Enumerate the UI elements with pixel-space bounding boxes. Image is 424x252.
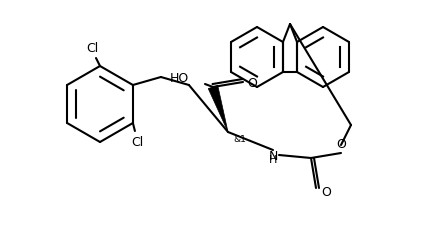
Text: &1: &1 [233,135,246,143]
Text: HO: HO [170,71,189,84]
Text: O: O [247,76,257,89]
Text: O: O [336,137,346,150]
Text: H: H [269,154,277,164]
Text: N: N [268,150,278,163]
Text: Cl: Cl [131,136,143,148]
Text: Cl: Cl [86,42,98,55]
Text: O: O [321,185,331,198]
Polygon shape [208,86,228,133]
